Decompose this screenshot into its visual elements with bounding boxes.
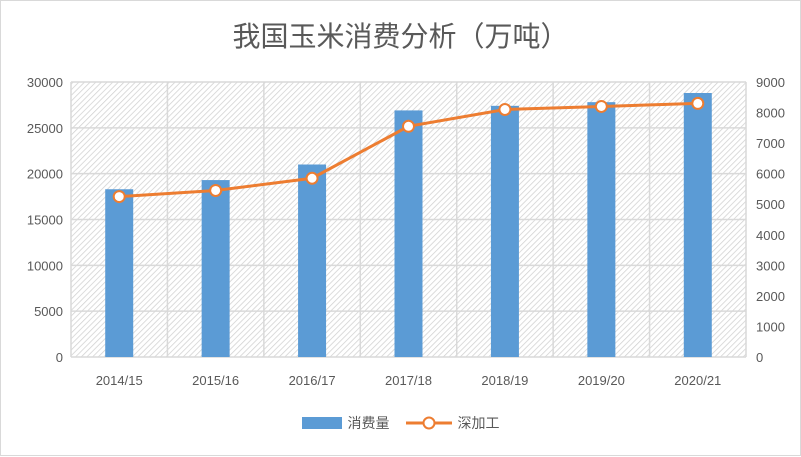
x-tick-label: 2018/19 bbox=[481, 373, 528, 388]
y-left-tick-label: 10000 bbox=[27, 258, 63, 273]
y-left-tick-label: 5000 bbox=[34, 304, 63, 319]
line-point bbox=[691, 96, 705, 110]
bar bbox=[587, 102, 616, 358]
legend-bar-swatch bbox=[301, 417, 342, 429]
legend-item-line: 深加工 bbox=[405, 413, 500, 433]
bar bbox=[683, 93, 712, 357]
y-right-tick-label: 9000 bbox=[756, 75, 785, 90]
y-left-tick-label: 30000 bbox=[27, 75, 63, 90]
x-tick-label: 2016/17 bbox=[289, 373, 336, 388]
y-right-tick-label: 0 bbox=[756, 350, 763, 365]
line-point bbox=[594, 99, 608, 113]
legend-item-bar: 消费量 bbox=[301, 413, 390, 433]
x-tick-label: 2015/16 bbox=[192, 373, 239, 388]
line-point bbox=[112, 190, 126, 204]
x-tick-label: 2020/21 bbox=[674, 373, 721, 388]
line-point bbox=[402, 119, 415, 133]
legend-label: 消费量 bbox=[347, 416, 390, 432]
x-tick-label: 2017/18 bbox=[385, 373, 432, 388]
y-right-tick-label: 5000 bbox=[756, 197, 785, 212]
y-left-tick-label: 0 bbox=[56, 350, 63, 365]
bar bbox=[201, 180, 230, 357]
y-right-tick-label: 7000 bbox=[756, 136, 785, 151]
bar bbox=[105, 189, 134, 357]
legend-line-swatch bbox=[405, 416, 452, 430]
x-tick-label: 2014/15 bbox=[96, 373, 143, 388]
line-point bbox=[498, 103, 512, 116]
y-left-tick-label: 25000 bbox=[27, 121, 63, 136]
y-right-tick-label: 3000 bbox=[756, 258, 785, 273]
y-right-tick-label: 2000 bbox=[756, 289, 785, 304]
bar bbox=[490, 105, 519, 357]
legend: 消费量 深加工 bbox=[1, 413, 800, 433]
y-left-tick-label: 20000 bbox=[27, 167, 63, 182]
line-point bbox=[209, 183, 223, 197]
y-left-tick-label: 15000 bbox=[27, 213, 63, 228]
y-right-tick-label: 6000 bbox=[756, 167, 785, 182]
y-right-tick-label: 1000 bbox=[756, 319, 785, 334]
chart-title: 我国玉米消费分析（万吨） bbox=[232, 20, 569, 53]
bar bbox=[298, 164, 327, 357]
y-right-tick-label: 8000 bbox=[756, 106, 785, 121]
line-point bbox=[305, 171, 319, 185]
bar bbox=[394, 110, 423, 358]
legend-label: 深加工 bbox=[457, 416, 500, 432]
y-right-tick-label: 4000 bbox=[756, 228, 785, 243]
x-tick-label: 2019/20 bbox=[578, 373, 625, 388]
